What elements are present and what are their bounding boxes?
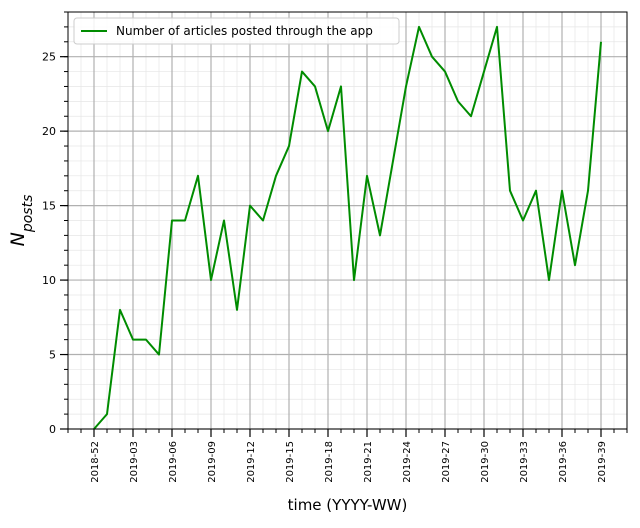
series-layer: [93, 25, 602, 430]
x-tick-label: 2019-39: [597, 441, 608, 483]
legend: Number of articles posted through the ap…: [73, 17, 400, 45]
x-tick-label: 2019-33: [519, 441, 530, 483]
y-tick-label: 0: [49, 423, 56, 436]
y-tick-label: 15: [42, 200, 56, 213]
x-tick-label: 2019-27: [441, 441, 452, 483]
x-tick-label: 2019-18: [324, 441, 335, 483]
legend-box: [73, 17, 400, 45]
x-tick-label: 2019-12: [246, 441, 257, 483]
x-tick-label: 2019-06: [168, 441, 179, 483]
x-axis-label: time (YYYY-WW): [288, 496, 408, 514]
x-tick-label: 2019-03: [129, 441, 140, 483]
legend-label: Number of articles posted through the ap…: [116, 24, 373, 38]
series-line: [93, 25, 602, 430]
y-tick-label: 25: [42, 51, 56, 64]
x-tick-label: 2019-21: [363, 441, 374, 483]
x-tick-label: 2019-30: [480, 441, 491, 483]
y-axis-label-subscript: posts: [20, 195, 36, 234]
y-axis-label: Nposts: [7, 195, 36, 247]
x-tick-label: 2019-09: [207, 441, 218, 483]
y-axis-label-main: N: [7, 232, 29, 246]
y-tick-label: 5: [49, 349, 56, 362]
y-axis: 0 5 10 15 20 25: [42, 11, 68, 436]
x-tick-label: 2019-24: [402, 441, 413, 483]
y-tick-label: 20: [42, 125, 56, 138]
x-tick-label: 2019-36: [558, 441, 569, 483]
x-axis: 2018-52 2019-03 2019-06 2019-09 2019-12 2019-…: [67, 429, 628, 483]
minor-grid: [67, 11, 628, 430]
x-tick-label: 2019-15: [285, 441, 296, 483]
y-tick-label: 10: [42, 274, 56, 287]
x-tick-label: 2018-52: [90, 441, 101, 483]
